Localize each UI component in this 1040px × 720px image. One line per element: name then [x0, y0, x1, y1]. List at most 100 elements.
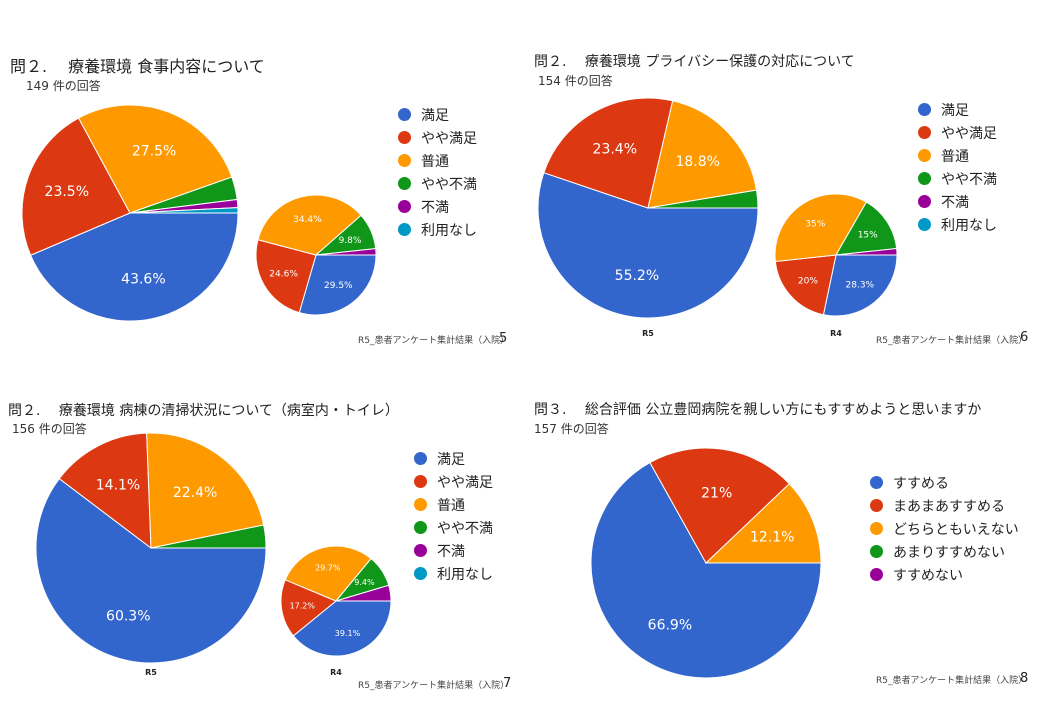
pie-slice — [284, 545, 372, 602]
pie-slice — [77, 104, 233, 214]
page-number: 7 — [503, 676, 512, 691]
chart-legend: 満足やや満足普通やや不満不満利用なし — [414, 447, 493, 585]
legend-swatch — [918, 149, 931, 162]
chart-panel-privacy: 問２. 療養環境 プライバシー保護の対応について 154 件の回答 55.2% 2… — [520, 0, 1040, 360]
slice-data-label: 14.1% — [96, 478, 140, 494]
legend-item: 普通 — [414, 493, 493, 516]
legend-label: やや不満 — [421, 176, 477, 193]
chart-title: 問２. 療養環境 食事内容について — [10, 57, 265, 76]
legend-swatch — [870, 568, 883, 581]
legend-label: 利用なし — [437, 566, 493, 583]
chart-title: 問２. 療養環境 病棟の清掃状況について（病室内・トイレ） — [8, 403, 399, 419]
legend-item: やや不満 — [414, 516, 493, 539]
legend-label: まあまあすすめる — [893, 498, 1005, 515]
legend-label: やや満足 — [437, 474, 493, 491]
pie-chart-svg: 55.2% 23.4% 18.8% R5 28.3% 20% 35% 15% R4 — [537, 97, 898, 338]
page-number: 8 — [1020, 671, 1029, 686]
legend-swatch — [398, 131, 411, 144]
legend-label: やや不満 — [437, 520, 493, 537]
chart-subtitle: 149 件の回答 — [26, 79, 101, 93]
pie-slice — [150, 524, 267, 549]
pie-slice — [257, 194, 362, 256]
legend-item: 利用なし — [918, 213, 997, 236]
pie-slice — [774, 254, 837, 316]
chart-legend: すすめる まあまあすすめる どちらともいえない あまりすすめない すすめない — [870, 471, 1019, 586]
legend-swatch — [398, 177, 411, 190]
slice-data-label: 9.8% — [339, 236, 362, 246]
slice-data-label: 22.4% — [173, 485, 217, 501]
chart-panel-overall: 問３. 総合評価 公立豊岡病院を親しい方にもすすめようと思いますか 157 件の… — [520, 360, 1040, 720]
legend-item: すすめない — [870, 563, 1019, 586]
legend-item: どちらともいえない — [870, 517, 1019, 540]
legend-label: 普通 — [421, 153, 449, 170]
slice-data-label: 43.6% — [121, 272, 165, 288]
pie-slice — [835, 247, 898, 256]
legend-item: 利用なし — [414, 562, 493, 585]
slice-data-label: 17.2% — [290, 602, 316, 611]
pie-slice — [704, 483, 822, 564]
legend-label: 満足 — [437, 451, 465, 468]
pie-slice — [822, 254, 898, 317]
pie-slice — [543, 97, 674, 209]
pie-slice — [21, 117, 131, 256]
legend-label: 満足 — [941, 102, 969, 119]
legend-label: 利用なし — [421, 222, 477, 239]
slice-data-label: 9.4% — [354, 578, 375, 587]
slice-data-label: 15% — [858, 231, 878, 241]
slice-data-label: 18.8% — [675, 154, 719, 170]
pie-series-name: R4 — [330, 668, 342, 677]
legend-item: 不満 — [398, 195, 477, 218]
chart-panel-cleaning: 問２. 療養環境 病棟の清掃状況について（病室内・トイレ） 156 件の回答 6… — [0, 360, 520, 720]
legend-swatch — [398, 223, 411, 236]
footer-text: R5_患者アンケート集計結果（入院） — [876, 336, 1028, 346]
legend-item: 不満 — [414, 539, 493, 562]
pie-series-name: R4 — [830, 329, 842, 338]
slice-data-label: 55.2% — [615, 268, 659, 284]
legend-label: すすめない — [893, 567, 963, 584]
legend-item: すすめる — [870, 471, 1019, 494]
legend-label: やや不満 — [941, 171, 997, 188]
legend-label: どちらともいえない — [893, 521, 1019, 538]
legend-swatch — [414, 544, 427, 557]
page-number: 5 — [499, 331, 508, 346]
pie-slice — [35, 477, 267, 664]
legend-label: 不満 — [941, 194, 969, 211]
legend-item: やや満足 — [398, 126, 477, 149]
legend-item: やや不満 — [918, 167, 997, 190]
legend-item: 普通 — [398, 149, 477, 172]
footer-text: R5_患者アンケート集計結果（入院） — [358, 336, 510, 346]
legend-swatch — [414, 498, 427, 511]
slice-data-label: 23.4% — [593, 141, 637, 157]
legend-swatch — [918, 195, 931, 208]
pie-slice — [58, 432, 152, 550]
slice-data-label: 27.5% — [132, 143, 176, 159]
chart-panel-meal: 問２. 療養環境 食事内容について 149 件の回答 43.6% 23.5% 27.… — [0, 0, 520, 360]
legend-label: すすめる — [893, 475, 949, 492]
legend-swatch — [870, 476, 883, 489]
pie-slice — [129, 207, 239, 214]
legend-label: 不満 — [421, 199, 449, 216]
legend-label: 不満 — [437, 543, 465, 560]
slice-data-label: 34.4% — [293, 215, 322, 225]
legend-item: やや満足 — [918, 121, 997, 144]
legend-label: 満足 — [421, 107, 449, 124]
legend-label: やや満足 — [421, 130, 477, 147]
legend-item: 普通 — [918, 144, 997, 167]
pie-chart-svg: 43.6% 23.5% 27.5% 29.5% 24.6% 34.4% 9.8% — [21, 104, 377, 322]
legend-swatch — [414, 475, 427, 488]
legend-item: 満足 — [918, 98, 997, 121]
legend-label: 利用なし — [941, 217, 997, 234]
chart-subtitle: 156 件の回答 — [12, 422, 87, 436]
pie-slice — [298, 254, 377, 316]
pie-slice — [537, 172, 759, 319]
page-number: 6 — [1020, 330, 1029, 345]
slice-data-label: 28.3% — [846, 281, 875, 291]
slice-data-label: 60.3% — [106, 609, 150, 625]
slice-data-label: 29.5% — [324, 281, 353, 291]
legend-swatch — [918, 218, 931, 231]
pie-slice — [315, 248, 377, 256]
chart-title: 問３. 総合評価 公立豊岡病院を親しい方にもすすめようと思いますか — [534, 402, 982, 418]
legend-swatch — [414, 452, 427, 465]
legend-swatch — [870, 522, 883, 535]
slice-data-label: 66.9% — [648, 617, 692, 633]
